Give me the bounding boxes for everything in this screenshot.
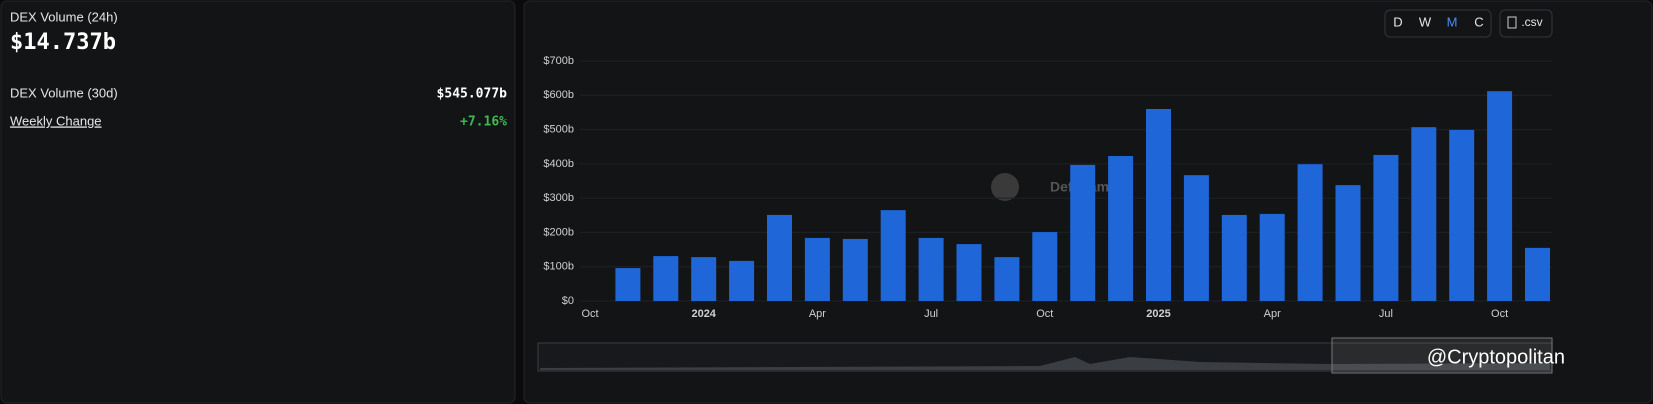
slider-window[interactable] xyxy=(1331,337,1553,374)
bar xyxy=(729,260,755,301)
bar xyxy=(1487,91,1513,302)
file-icon xyxy=(1507,16,1517,29)
period-button[interactable]: M xyxy=(1447,14,1458,29)
y-tick-label: $700b xyxy=(543,55,574,67)
y-tick-label: $300b xyxy=(543,192,574,204)
x-tick-label: Oct xyxy=(1036,308,1053,320)
stats-panel xyxy=(0,0,516,404)
bar xyxy=(653,256,679,301)
bar xyxy=(1221,214,1247,301)
csv-button[interactable] xyxy=(1499,9,1553,38)
watermark: @Cryptopolitan xyxy=(1427,346,1565,368)
bar xyxy=(691,257,717,301)
bar xyxy=(1373,154,1399,301)
summary-label: DEX Volume (24h) xyxy=(10,9,118,24)
bar xyxy=(956,244,982,301)
y-tick-label: $200b xyxy=(543,226,574,238)
metric-value: $545.077b xyxy=(437,87,508,102)
x-tick-label: Apr xyxy=(1264,308,1281,320)
y-tick-label: $500b xyxy=(543,123,574,135)
metric-label: DEX Volume (30d) xyxy=(10,85,118,100)
period-group xyxy=(1384,9,1492,38)
bar xyxy=(1449,129,1475,301)
bar xyxy=(1032,232,1058,301)
bar xyxy=(615,268,641,301)
bar xyxy=(918,237,944,301)
slider-preview xyxy=(540,357,1550,370)
y-tick-label: $400b xyxy=(543,158,574,170)
y-tick-label: $600b xyxy=(543,89,574,101)
metric-value: +7.16% xyxy=(460,115,507,130)
bar xyxy=(994,257,1020,301)
x-tick-label: Jul xyxy=(924,308,938,320)
period-button[interactable]: C xyxy=(1474,14,1483,29)
x-tick-label: 2024 xyxy=(691,308,716,320)
bar xyxy=(804,237,830,301)
bar xyxy=(842,238,868,301)
bar xyxy=(1070,164,1096,301)
csv-label[interactable]: .csv xyxy=(1521,15,1542,29)
y-tick-label: $0 xyxy=(562,295,574,307)
bar xyxy=(1108,155,1134,301)
bar xyxy=(1146,109,1171,301)
y-tick-label: $100b xyxy=(543,261,574,273)
bar xyxy=(1335,185,1361,301)
bar xyxy=(1297,164,1323,301)
metric-label[interactable]: Weekly Change xyxy=(10,113,102,128)
bar xyxy=(880,210,906,301)
bar xyxy=(767,214,792,301)
bar xyxy=(1183,175,1209,301)
x-tick-label: 2025 xyxy=(1146,308,1170,320)
period-button[interactable]: D xyxy=(1393,14,1402,29)
x-tick-label: Oct xyxy=(1491,308,1508,320)
bar xyxy=(1259,213,1285,301)
watermark-logo xyxy=(991,173,1019,201)
bar xyxy=(1525,247,1550,301)
period-button[interactable]: W xyxy=(1419,14,1432,29)
x-tick-label: Jul xyxy=(1379,308,1393,320)
x-tick-label: Oct xyxy=(581,308,598,320)
bar xyxy=(1411,127,1437,302)
x-tick-label: Apr xyxy=(809,308,826,320)
summary-value: $14.737b xyxy=(10,30,116,55)
